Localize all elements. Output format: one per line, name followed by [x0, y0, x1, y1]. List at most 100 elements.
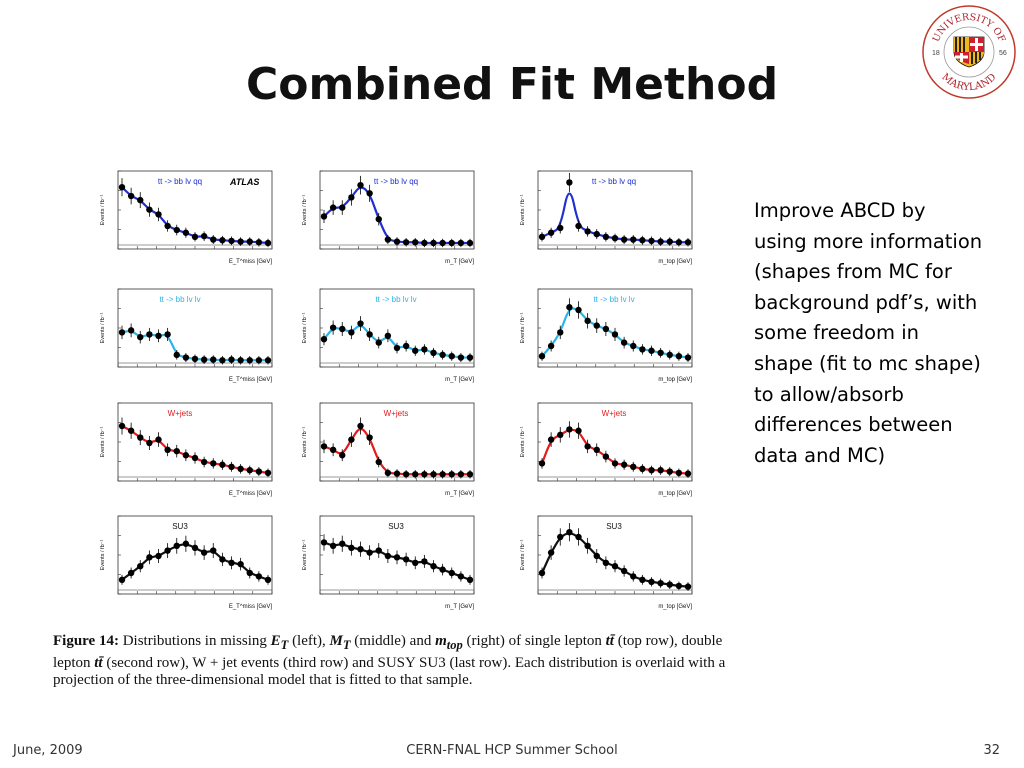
fit-panel-r3-c2: W+jets Events / fb⁻¹ m_T [GeV]	[300, 397, 478, 502]
data-point	[146, 331, 153, 338]
data-point	[255, 357, 263, 364]
data-point	[182, 354, 190, 361]
data-point	[584, 443, 591, 450]
panel-plot: W+jets Events / fb⁻¹ m_T [GeV]	[302, 402, 475, 497]
caption-part2: (left),	[292, 633, 326, 649]
data-point	[255, 573, 263, 580]
data-point	[357, 546, 364, 553]
data-point	[557, 533, 564, 541]
x-axis-label: E_T^miss [GeV]	[229, 604, 272, 610]
data-point	[127, 427, 135, 434]
sample-label: tt -> bb lv lv	[593, 295, 634, 304]
data-point	[630, 236, 637, 243]
x-axis-label: m_T [GeV]	[445, 604, 474, 610]
data-point	[657, 580, 664, 587]
x-axis-label: m_top [GeV]	[658, 259, 692, 265]
data-point	[630, 573, 637, 580]
y-axis-label: Events / fb⁻¹	[100, 312, 106, 343]
data-point	[173, 351, 180, 359]
fit-panel-r3-c3: W+jets Events / fb⁻¹ m_top [GeV]	[518, 397, 696, 502]
data-point	[329, 542, 337, 549]
data-point	[182, 452, 190, 459]
data-point	[200, 458, 208, 466]
data-point	[228, 463, 235, 470]
caption-mtop-sub: top	[446, 638, 463, 652]
atlas-tag: ATLAS	[229, 177, 259, 187]
university-seal-logo: UNIVERSITY OF MARYLAND 18 56	[919, 2, 1019, 102]
x-axis-label: m_T [GeV]	[445, 491, 474, 497]
data-point	[421, 239, 428, 247]
panel-plot: SU3 Events / fb⁻¹ E_T^miss [GeV]	[100, 515, 273, 610]
sample-label: tt -> bb lv lv	[375, 295, 416, 304]
data-point	[439, 351, 446, 359]
data-point	[210, 460, 217, 467]
caption-part5: (top row), double lepton	[53, 633, 723, 671]
caption-part3: (middle) and	[354, 633, 432, 649]
data-point	[264, 469, 272, 477]
data-point	[348, 436, 355, 443]
data-point	[666, 351, 673, 359]
panel-plot: tt -> bb lv lv Events / fb⁻¹ E_T^miss [GeV…	[100, 288, 273, 383]
data-point	[648, 237, 655, 245]
data-point	[684, 583, 692, 590]
data-point	[538, 233, 546, 241]
data-point	[348, 544, 355, 552]
data-point	[448, 239, 455, 247]
data-point	[127, 192, 135, 200]
sample-label: SU3	[388, 522, 404, 531]
data-point	[118, 576, 126, 583]
fit-panel-r2-c3: tt -> bb lv lv Events / fb⁻¹ m_top [GeV]	[518, 283, 696, 388]
data-point	[219, 357, 226, 364]
data-point	[421, 346, 428, 353]
data-point	[566, 529, 573, 536]
data-point	[210, 236, 217, 243]
data-point	[466, 471, 474, 478]
sample-label: tt -> bb lv lv	[159, 295, 200, 304]
data-point	[137, 333, 144, 341]
caption-part4: (right) of single lepton	[466, 633, 602, 649]
data-point	[155, 211, 162, 218]
fit-panel-r4-c2: SU3 Events / fb⁻¹ m_T [GeV]	[300, 510, 478, 615]
data-point	[255, 239, 263, 246]
data-point	[375, 215, 382, 223]
data-point	[620, 461, 628, 468]
data-point	[182, 229, 190, 236]
data-point	[357, 181, 364, 189]
data-point	[666, 238, 673, 245]
x-axis-label: E_T^miss [GeV]	[229, 259, 272, 265]
sample-label: SU3	[172, 522, 188, 531]
data-point	[366, 549, 373, 556]
data-point	[127, 327, 135, 334]
data-point	[237, 560, 244, 568]
data-point	[155, 332, 162, 339]
footer-date: June, 2009	[13, 743, 83, 758]
data-point	[611, 235, 619, 242]
data-point	[384, 469, 392, 477]
fit-panel-r3-c1: W+jets Events / fb⁻¹ E_T^miss [GeV]	[98, 397, 276, 502]
data-point	[191, 454, 199, 462]
data-point	[255, 468, 263, 475]
data-point	[602, 233, 610, 241]
data-point	[402, 556, 410, 563]
data-point	[620, 567, 628, 575]
data-point	[384, 552, 392, 560]
fit-panel-r1-c2: tt -> bb lv qq Events / fb⁻¹ m_T [GeV]	[300, 165, 478, 270]
caption-figure-label: Figure 14:	[53, 633, 119, 649]
x-axis-label: m_T [GeV]	[445, 259, 474, 265]
data-point	[246, 569, 253, 577]
x-axis-label: E_T^miss [GeV]	[229, 491, 272, 497]
data-point	[430, 349, 437, 356]
data-point	[547, 549, 555, 556]
data-point	[575, 306, 582, 314]
fit-panel-r2-c1: tt -> bb lv lv Events / fb⁻¹ E_T^miss [GeV…	[98, 283, 276, 388]
y-axis-label: Events / fb⁻¹	[302, 426, 308, 457]
data-point	[366, 331, 373, 338]
data-point	[155, 552, 162, 560]
data-point	[448, 569, 455, 577]
data-point	[448, 353, 455, 360]
data-point	[246, 238, 253, 245]
data-point	[675, 353, 683, 360]
sample-label: W+jets	[168, 409, 193, 418]
maryland-shield-icon	[953, 36, 985, 68]
data-point	[329, 324, 337, 331]
